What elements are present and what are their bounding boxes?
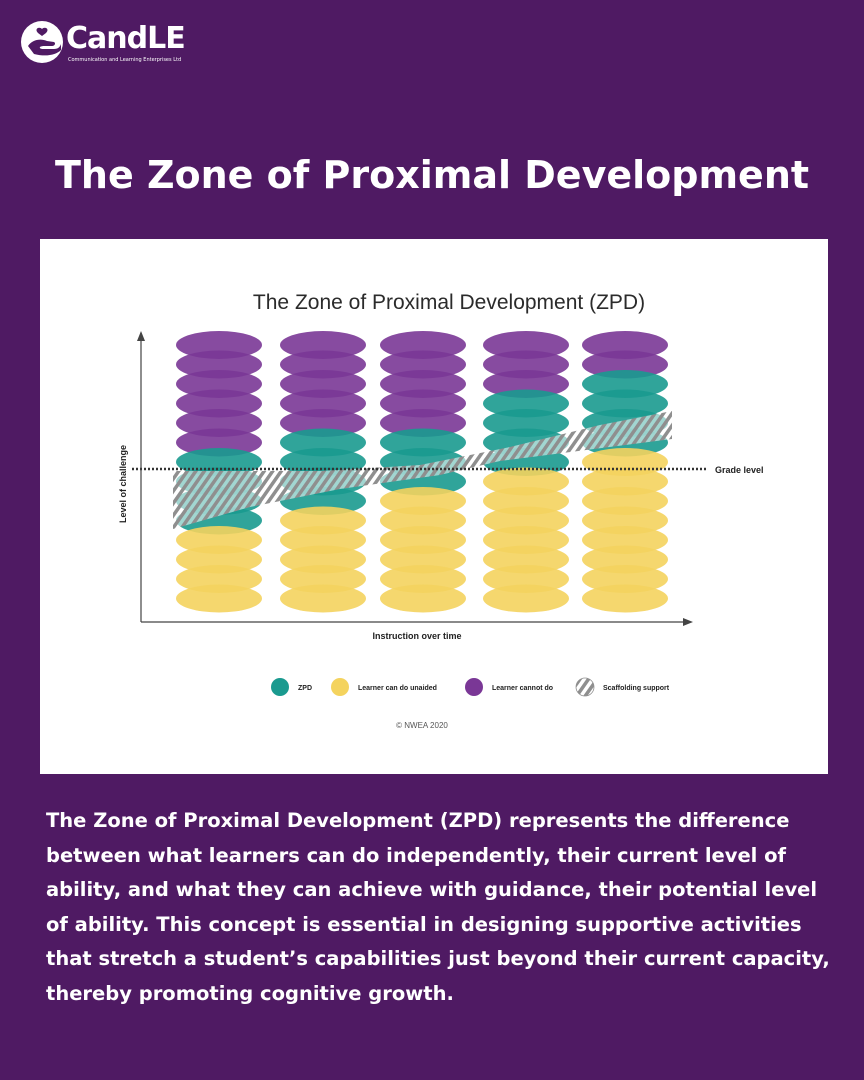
disc-unaided [380, 565, 466, 593]
disc-cannot [582, 350, 668, 379]
disc-unaided [280, 584, 366, 613]
scaffolding-hatch [173, 411, 672, 529]
disc-cannot [280, 389, 366, 418]
disc-cannot [380, 370, 466, 398]
disc-unaided [483, 565, 569, 593]
disc-unaided [483, 487, 569, 515]
brand-name: CandLE [66, 21, 186, 56]
grade-level-label: Grade level [715, 465, 764, 475]
disc-cannot [280, 409, 366, 437]
disc-column [483, 331, 569, 613]
legend-unaided-label: Learner can do unaided [358, 685, 437, 692]
brand-logo: CandLE Communication and Learning Enterp… [20, 18, 220, 68]
disc-unaided [176, 526, 262, 554]
page-title: The Zone of Proximal Development [54, 153, 810, 197]
legend-scaffold-label: Scaffolding support [603, 685, 670, 692]
legend-zpd-label: ZPD [298, 685, 312, 692]
brand-tagline: Communication and Learning Enterprises L… [68, 57, 182, 63]
disc-cannot [176, 370, 262, 398]
disc-cannot [176, 409, 262, 437]
y-axis-label: Level of challenge [118, 445, 128, 523]
legend-unaided-swatch [331, 678, 349, 696]
disc-cannot [582, 331, 668, 359]
disc-unaided [280, 545, 366, 574]
disc-cannot [176, 389, 262, 418]
disc-unaided [380, 506, 466, 535]
disc-cannot [483, 331, 569, 359]
legend-cannot-label: Learner cannot do [492, 685, 553, 692]
disc-cannot [380, 409, 466, 437]
disc-unaided [582, 565, 668, 593]
disc-cannot [483, 350, 569, 379]
disc-cannot [280, 331, 366, 359]
x-axis-arrow [683, 618, 693, 626]
disc-unaided [582, 467, 668, 496]
disc-unaided [280, 565, 366, 593]
disc-zpd [582, 389, 668, 418]
disc-unaided [582, 506, 668, 535]
disc-cannot [176, 350, 262, 379]
disc-unaided [380, 584, 466, 613]
disc-zpd [483, 389, 569, 418]
disc-cannot [483, 370, 569, 398]
disc-unaided [380, 526, 466, 554]
zpd-diagram: The Zone of Proximal Development (ZPD) G… [118, 291, 764, 730]
legend: ZPD Learner can do unaided Learner canno… [271, 677, 670, 697]
disc-unaided [483, 506, 569, 535]
disc-cannot [280, 370, 366, 398]
disc-unaided [483, 526, 569, 554]
disc-cannot [280, 350, 366, 379]
disc-unaided [380, 487, 466, 515]
legend-zpd-swatch [271, 678, 289, 696]
description-text: The Zone of Proximal Development (ZPD) r… [46, 809, 830, 1005]
disc-cannot [176, 331, 262, 359]
disc-unaided [582, 584, 668, 613]
disc-unaided [280, 526, 366, 554]
hands-heart-icon [21, 21, 63, 63]
disc-unaided [176, 565, 262, 593]
disc-unaided [582, 545, 668, 574]
disc-unaided [280, 506, 366, 535]
legend-scaffold-outline [575, 677, 595, 697]
disc-unaided [582, 487, 668, 515]
disc-unaided [176, 584, 262, 613]
disc-unaided [483, 467, 569, 496]
figure-title: The Zone of Proximal Development (ZPD) [253, 291, 645, 314]
figure-credit: © NWEA 2020 [396, 721, 448, 730]
x-axis-label: Instruction over time [372, 631, 461, 641]
disc-zpd [483, 409, 569, 437]
disc-column [380, 331, 466, 613]
disc-unaided [483, 545, 569, 574]
disc-cannot [380, 389, 466, 418]
disc-cannot [176, 428, 262, 457]
legend-scaffold-swatch [576, 678, 594, 696]
disc-column [582, 331, 668, 613]
disc-unaided [582, 448, 668, 476]
disc-cannot [380, 350, 466, 379]
disc-unaided [582, 526, 668, 554]
y-axis-arrow [137, 331, 145, 341]
zpd-figure: The Zone of Proximal Development (ZPD) G… [40, 239, 828, 774]
legend-cannot-swatch [465, 678, 483, 696]
disc-unaided [176, 545, 262, 574]
disc-cannot [380, 331, 466, 359]
disc-unaided [483, 584, 569, 613]
disc-unaided [380, 545, 466, 574]
scaffolding-band [173, 411, 672, 529]
disc-zpd [380, 428, 466, 457]
disc-zpd [582, 370, 668, 398]
disc-zpd [280, 428, 366, 457]
